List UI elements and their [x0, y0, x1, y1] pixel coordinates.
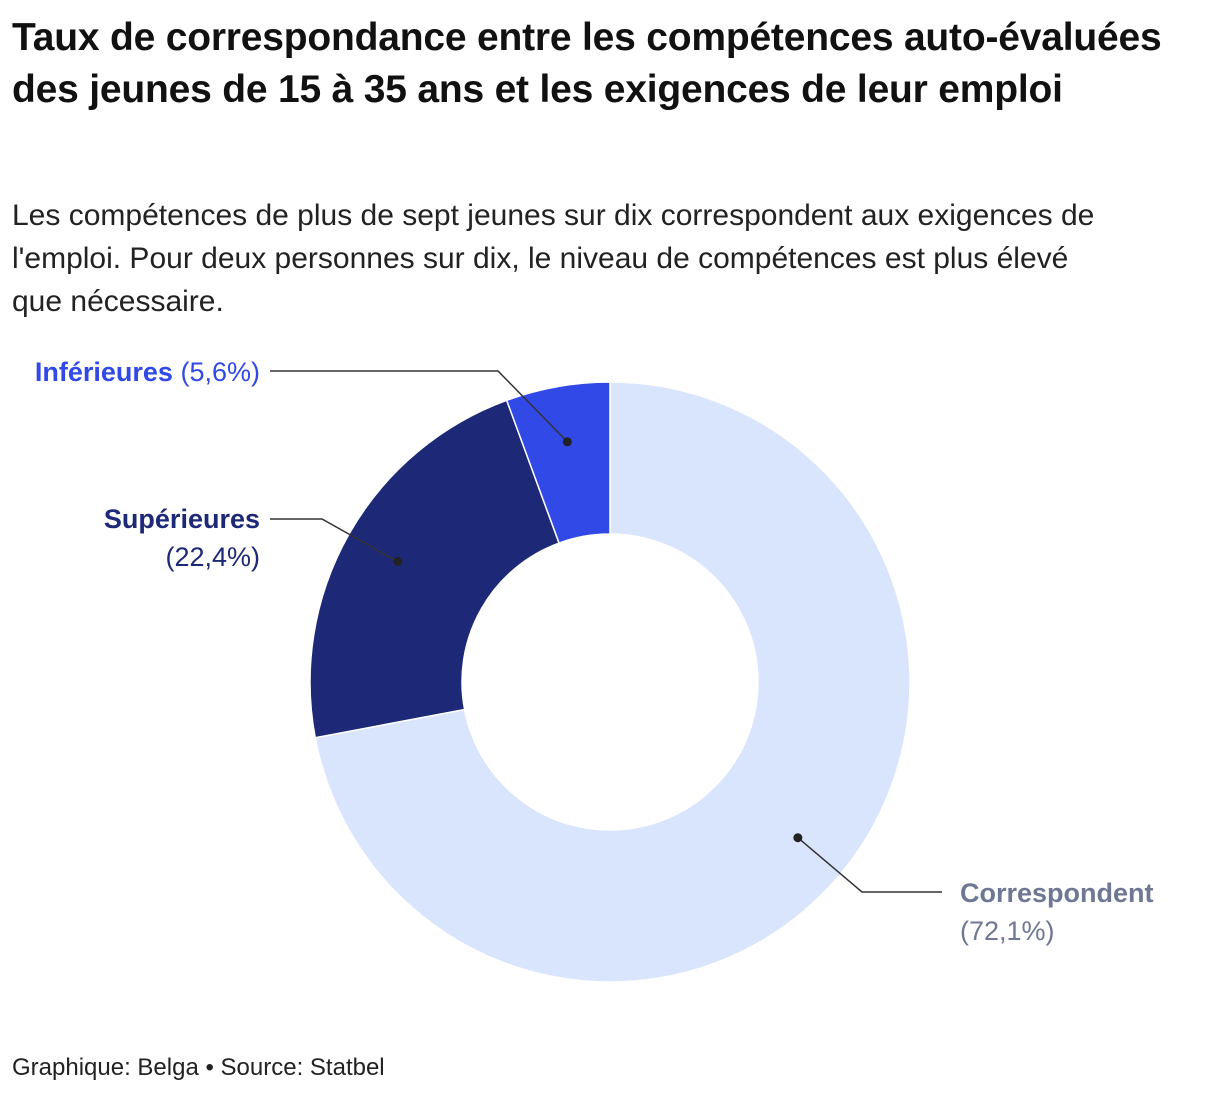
leader-line-supérieures: [270, 518, 399, 563]
slice-supérieures: [309, 399, 561, 739]
donut-chart: Correspondent (72,1%) Supérieures (22,4%…: [0, 330, 1220, 1030]
leader-lines: [270, 370, 942, 893]
chart-title: Taux de correspondance entre les compéte…: [12, 16, 1162, 111]
slice-inférieures: [505, 381, 611, 545]
slice-label-correspondent: Correspondent (72,1%): [960, 874, 1154, 950]
slice-correspondent: [314, 381, 911, 983]
slices-group: [309, 381, 911, 983]
leader-dot-correspondent: [793, 833, 803, 843]
slice-label-name: Correspondent: [960, 878, 1154, 908]
slice-label-name: Supérieures: [103, 504, 260, 534]
chart-subtitle: Les compétences de plus de sept jeunes s…: [12, 199, 1095, 318]
slice-label-inferieures: Inférieures (5,6%): [35, 353, 260, 391]
leader-line-inférieures: [270, 370, 568, 443]
slice-label-value: (22,4%): [165, 542, 260, 572]
donut-chart-svg: [270, 370, 942, 983]
chart-footer: Graphique: Belga • Source: Statbel: [12, 1054, 385, 1081]
leader-dot-supérieures: [393, 557, 403, 567]
slice-label-value: (72,1%): [960, 916, 1055, 946]
slice-label-superieures: Supérieures (22,4%): [104, 500, 260, 576]
slice-label-value: (5,6%): [180, 357, 260, 387]
slice-label-name: Inférieures: [34, 357, 173, 387]
leader-dot-inférieures: [562, 437, 572, 447]
leader-line-correspondent: [797, 837, 942, 893]
